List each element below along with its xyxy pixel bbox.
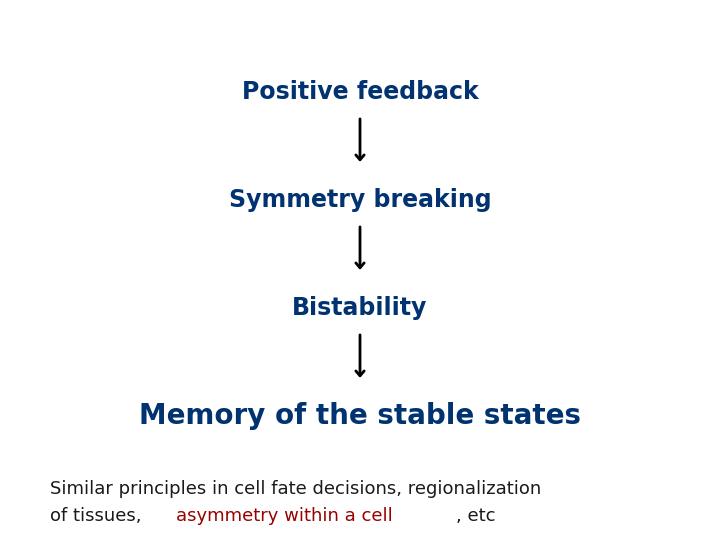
Text: Symmetry breaking: Symmetry breaking bbox=[229, 188, 491, 212]
Text: Memory of the stable states: Memory of the stable states bbox=[139, 402, 581, 430]
Text: Bistability: Bistability bbox=[292, 296, 428, 320]
Text: asymmetry within a cell: asymmetry within a cell bbox=[176, 507, 392, 525]
Text: Positive feedback: Positive feedback bbox=[242, 80, 478, 104]
Text: , etc: , etc bbox=[456, 507, 495, 525]
Text: of tissues,: of tissues, bbox=[50, 507, 148, 525]
Text: Similar principles in cell fate decisions, regionalization: Similar principles in cell fate decision… bbox=[50, 480, 541, 498]
